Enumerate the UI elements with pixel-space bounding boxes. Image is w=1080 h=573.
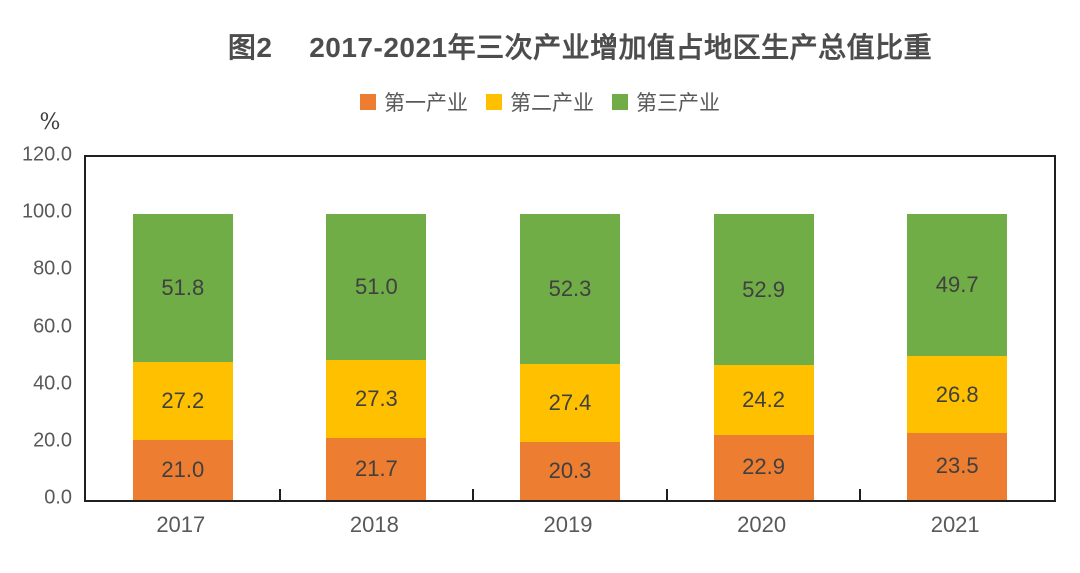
bar-data-label: 20.3 — [548, 457, 592, 483]
bar-data-label: 27.4 — [548, 389, 592, 415]
x-axis-tick-label: 2019 — [543, 512, 593, 537]
bar-2020: 22.9 24.2 52.9 — [713, 214, 814, 500]
bar-data-label: 27.3 — [354, 385, 398, 411]
bar-segment: 26.8 — [907, 356, 1008, 433]
legend: 第一产业 第二产业 第三产业 — [0, 89, 1080, 115]
x-axis-tick-label: 2018 — [349, 512, 399, 537]
bar-segment: 52.9 — [713, 214, 814, 366]
bar-data-label: 26.8 — [935, 381, 979, 407]
bar-segment: 20.3 — [520, 441, 620, 500]
y-axis-tick-label: 80.0 — [33, 257, 72, 280]
y-axis-tick-label: 20.0 — [33, 429, 72, 452]
bar-segment: 27.4 — [520, 363, 620, 442]
bar-segment: 27.3 — [326, 359, 427, 438]
plot-area: 21.0 27.2 51.8 21.7 27.3 51.0 20.3 27.4 52.3 22.9… — [84, 155, 1056, 502]
legend-label: 第二产业 — [510, 92, 594, 115]
bar-segment: 51.0 — [326, 214, 427, 360]
legend-item: 第一产业 — [360, 87, 468, 117]
bar-segment: 23.5 — [907, 432, 1008, 500]
bar-2018: 21.7 27.3 51.0 — [326, 214, 427, 500]
bar-data-label: 23.5 — [935, 453, 979, 479]
bar-data-label: 52.3 — [548, 275, 592, 301]
y-axis-tick-label: 40.0 — [33, 372, 72, 395]
x-axis-boundary-tick — [278, 489, 281, 500]
legend-item: 第二产业 — [486, 87, 594, 117]
x-axis-tick-label: 2021 — [930, 512, 980, 537]
bar-data-label: 24.2 — [742, 386, 785, 412]
bar-segment: 52.3 — [520, 214, 620, 364]
bar-segment: 49.7 — [907, 214, 1008, 357]
legend-swatch-icon — [612, 94, 628, 110]
bar-segment: 27.2 — [132, 362, 233, 440]
bar-segment: 21.0 — [132, 439, 233, 500]
y-axis-tick-label: 100.0 — [21, 200, 72, 223]
y-axis-tick-label: 120.0 — [21, 143, 72, 166]
bar-data-label: 52.9 — [742, 276, 785, 302]
y-axis-tick-label: 60.0 — [33, 315, 72, 337]
x-axis-tick-label: 2017 — [156, 512, 206, 537]
x-axis-labels: 2017 2018 2019 2020 2021 — [84, 512, 1052, 542]
bar-2017: 21.0 27.2 51.8 — [132, 214, 233, 500]
bar-data-label: 27.2 — [161, 388, 205, 414]
chart-title: 图2 2017-2021年三次产业增加值占地区生产总值比重 — [227, 32, 933, 63]
bar-data-label: 21.0 — [161, 456, 205, 482]
y-axis-labels: 120.0 100.0 80.0 60.0 40.0 20.0 0.0 — [0, 144, 72, 509]
bar-segment: 24.2 — [713, 365, 814, 435]
legend-label: 第三产业 — [636, 92, 720, 115]
bar-data-label: 51.8 — [161, 275, 205, 301]
bar-segment: 22.9 — [713, 434, 814, 500]
x-axis-boundary-tick — [472, 489, 475, 500]
legend-item: 第三产业 — [612, 87, 720, 117]
bar-data-label: 51.0 — [354, 274, 398, 300]
y-axis-tick-label: 0.0 — [44, 486, 72, 509]
x-axis-tick-label: 2020 — [737, 512, 787, 537]
bar-data-label: 21.7 — [354, 455, 398, 481]
x-axis-boundary-tick — [859, 489, 862, 500]
legend-label: 第一产业 — [384, 92, 468, 115]
bar-data-label: 22.9 — [742, 454, 785, 480]
bar-data-label: 49.7 — [935, 272, 979, 298]
x-axis-boundary-tick — [665, 489, 668, 500]
bar-2019: 20.3 27.4 52.3 — [520, 214, 620, 500]
y-axis-unit-label: % — [39, 110, 61, 135]
legend-swatch-icon — [486, 94, 502, 110]
bar-2021: 23.5 26.8 49.7 — [907, 214, 1008, 500]
bar-segment: 51.8 — [132, 214, 233, 363]
bar-segment: 21.7 — [326, 437, 427, 500]
legend-swatch-icon — [360, 94, 376, 110]
